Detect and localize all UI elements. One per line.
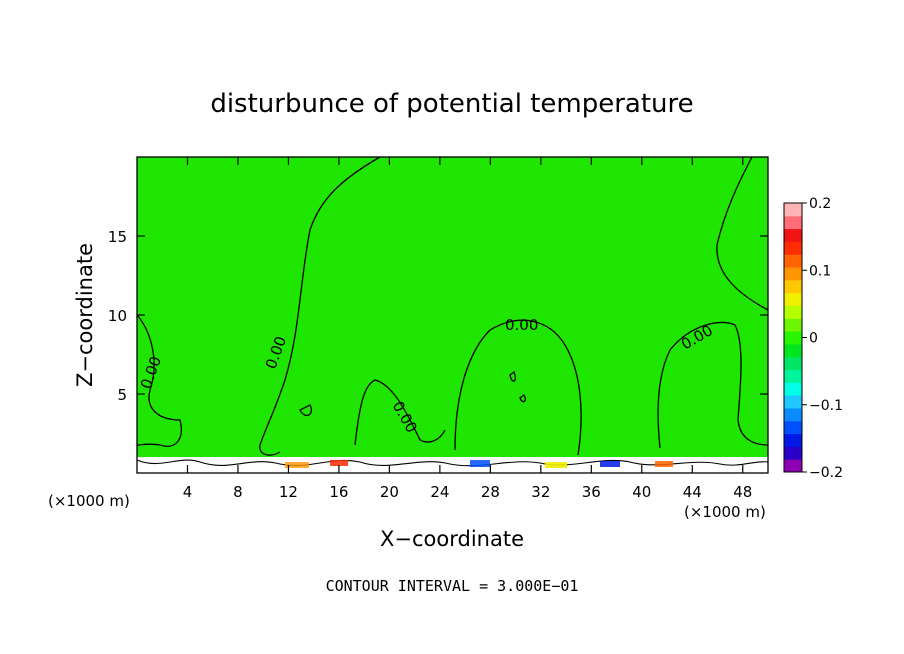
colorbar-swatch xyxy=(784,215,802,230)
y-axis: 5 10 15 xyxy=(108,228,768,404)
colorbar-swatch xyxy=(784,382,802,396)
contour-label-group: 0.00 0.00 0.00 0.00 0.00 xyxy=(137,316,716,436)
colorbar-swatch xyxy=(784,292,802,306)
contour-line-small-3 xyxy=(519,394,526,403)
colorbar-swatch xyxy=(784,228,802,242)
surface-noise-band xyxy=(136,457,769,473)
y-tick-label: 10 xyxy=(108,307,127,325)
colorbar-tick-label: 0 xyxy=(809,331,818,347)
contour-interval-note: CONTOUR INTERVAL = 3.000E−01 xyxy=(326,577,579,595)
x-tick-label: 44 xyxy=(683,483,702,501)
colorbar-swatch xyxy=(784,318,802,332)
colorbar-swatch xyxy=(784,369,802,383)
contour-label: 0.00 xyxy=(505,316,538,334)
x-tick-label: 20 xyxy=(380,483,399,501)
contour-line-small-2 xyxy=(509,370,516,382)
x-tick-label: 40 xyxy=(632,483,651,501)
contour-line-center-dome xyxy=(454,319,582,456)
colorbar xyxy=(783,202,803,473)
x-tick-label: 32 xyxy=(531,483,550,501)
x-unit-label-right: (×1000 m) xyxy=(684,503,766,521)
x-unit-label-left: (×1000 m) xyxy=(48,492,130,510)
contour-lines xyxy=(136,156,769,456)
y-tick-label: 5 xyxy=(117,386,127,404)
colorbar-swatch xyxy=(784,279,802,294)
x-axis: 4 8 12 16 20 24 28 32 36 40 44 48 xyxy=(183,157,752,501)
x-tick-label: 8 xyxy=(233,483,243,501)
colorbar-swatch xyxy=(784,267,802,281)
contour-line-small-1 xyxy=(299,404,312,417)
colorbar-tick-label: 0.1 xyxy=(809,263,831,279)
colorbar-swatch xyxy=(784,446,802,460)
x-tick-label: 24 xyxy=(430,483,449,501)
colorbar-swatch xyxy=(784,331,802,345)
x-axis-title: X−coordinate xyxy=(380,527,524,551)
plot-area: 0.00 0.00 0.00 0.00 0.00 xyxy=(136,156,769,474)
colorbar-swatch xyxy=(784,459,802,473)
field-background xyxy=(137,157,768,473)
x-tick-label: 4 xyxy=(183,483,193,501)
contour-line-upper-right xyxy=(716,156,769,311)
x-tick-label: 16 xyxy=(329,483,348,501)
colorbar-tick-label: −0.2 xyxy=(809,465,843,481)
colorbar-swatch xyxy=(784,254,802,268)
colorbar-tick-label: −0.1 xyxy=(809,398,843,414)
colorbar-tick-label: 0.2 xyxy=(809,196,831,212)
colorbar-swatch xyxy=(784,395,802,409)
contour-line-center-bump xyxy=(354,379,446,446)
chart-title: disturbunce of potential temperature xyxy=(210,89,693,119)
colorbar-ticks: 0.2 0.1 0 −0.1 −0.2 xyxy=(802,196,843,481)
contour-line-upper-left xyxy=(259,156,381,456)
colorbar-swatch xyxy=(784,433,802,447)
colorbar-swatch xyxy=(784,343,802,358)
x-tick-label: 48 xyxy=(733,483,752,501)
colorbar-swatch xyxy=(784,356,802,371)
colorbar-swatch xyxy=(784,203,802,217)
colorbar-swatch xyxy=(784,305,802,319)
colorbar-swatch xyxy=(784,241,802,255)
x-tick-label: 36 xyxy=(582,483,601,501)
x-tick-label: 28 xyxy=(481,483,500,501)
colorbar-swatch xyxy=(784,407,802,422)
y-axis-title: Z−coordinate xyxy=(73,243,97,387)
x-tick-label: 12 xyxy=(279,483,298,501)
contour-line-right-dome xyxy=(657,321,769,449)
contour-line-left xyxy=(136,314,182,447)
colorbar-swatch xyxy=(784,420,802,435)
y-tick-label: 15 xyxy=(108,228,127,246)
